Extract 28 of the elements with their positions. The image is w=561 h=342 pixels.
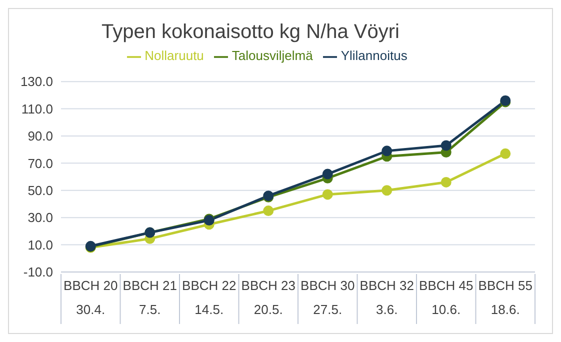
point [382,146,392,156]
y-tick-label: 130.0 [20,74,53,90]
point [440,176,452,188]
legend-label: Ylilannoitus [340,48,408,63]
y-tick-label: 90.0 [28,128,53,144]
x-tick-label: BBCH 22 14.5. [182,278,236,317]
chart-title: Typen kokonaisotto kg N/ha Vöyri [100,20,400,44]
x-tick-label: BBCH 55 18.6. [478,278,532,317]
x-tick-label: BBCH 45 10.6. [419,278,474,317]
y-tick-label: 10.0 [28,237,53,252]
x-tick-label: BBCH 32 3.6. [360,278,414,317]
legend-label: Nollaruutu [144,48,204,63]
x-tick-label: BBCH 23 20.5. [241,278,296,317]
point [440,140,452,151]
x-tick-label: BBCH 20 30.4. [64,278,118,317]
y-tick-label: 70.0 [28,156,53,171]
y-tick-label: 50.0 [28,183,53,198]
y-tick-label: 110.0 [21,101,53,116]
y-tick-label: 30.0 [28,210,53,226]
x-tick-label: BBCH 30 27.5. [300,278,355,317]
legend-label: Talousviljelmä [232,48,313,63]
x-tick-label: BBCH 21 7.5. [122,278,177,317]
point [382,185,392,196]
point [322,168,333,180]
point [500,148,511,159]
y-tick-label: -10.0 [23,264,53,280]
point [322,189,333,200]
point [263,206,274,216]
